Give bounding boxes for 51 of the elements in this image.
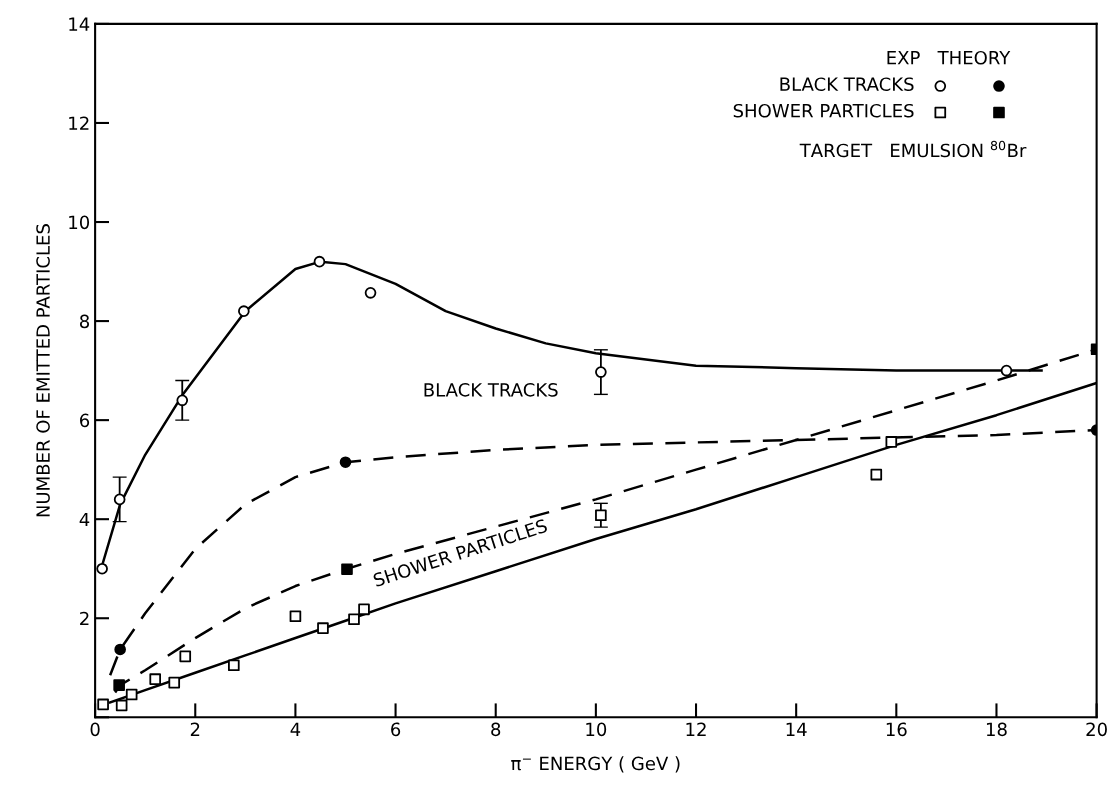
x-axis-title: π$^{−}$ ENERGY ( GeV ) [511,756,680,773]
x-tick-label: 14 [786,722,807,736]
y-tick-label: 2 [80,611,89,626]
legend-label: BLACK TRACKS [780,77,914,92]
point [313,255,326,268]
x-tick-label: 4 [290,722,301,736]
y-tick-label: 4 [79,512,90,527]
y-tick-label: 8 [79,314,90,329]
y-axis-title: NUMBER OF EMITTED PARTICLES [36,224,50,517]
point [317,622,329,634]
point [149,673,162,685]
x-tick-label: 8 [491,722,501,737]
y-tick-label: 10 [69,215,90,230]
point [125,688,138,701]
x-tick-label: 2 [190,722,200,736]
annotation: BLACK TRACKS [424,382,558,397]
point [341,563,353,576]
y-tick-label: 6 [80,413,90,428]
annotation: TARGET EMULSION $^{80}$Br [799,140,1027,158]
point [1000,364,1013,377]
point [339,456,352,469]
x-tick-label: 18 [986,722,1007,737]
legend-label: SHOWER PARTICLES [733,103,914,118]
point [113,493,126,506]
point [870,468,883,481]
point [348,613,360,626]
point [114,643,126,656]
point [176,394,189,407]
y-tick-label: 14 [69,17,90,31]
point [595,509,607,522]
point [228,659,240,672]
point [289,610,302,623]
point [179,650,192,663]
point [238,305,250,317]
x-tick-label: 20 [1086,722,1107,737]
point [595,366,607,378]
point [96,562,108,575]
point [168,676,181,689]
point [885,436,898,448]
y-tick-label: 12 [69,116,89,130]
x-tick-label: 12 [686,722,706,736]
x-tick-label: 0 [90,722,100,737]
point [364,287,377,299]
point [97,698,109,711]
point [358,603,370,616]
x-tick-label: 6 [391,722,401,737]
point [115,699,128,712]
legend-title: EXP THEORY [887,50,1011,65]
x-tick-label: 10 [586,722,607,737]
x-tick-label: 16 [886,722,907,737]
point [113,679,125,691]
